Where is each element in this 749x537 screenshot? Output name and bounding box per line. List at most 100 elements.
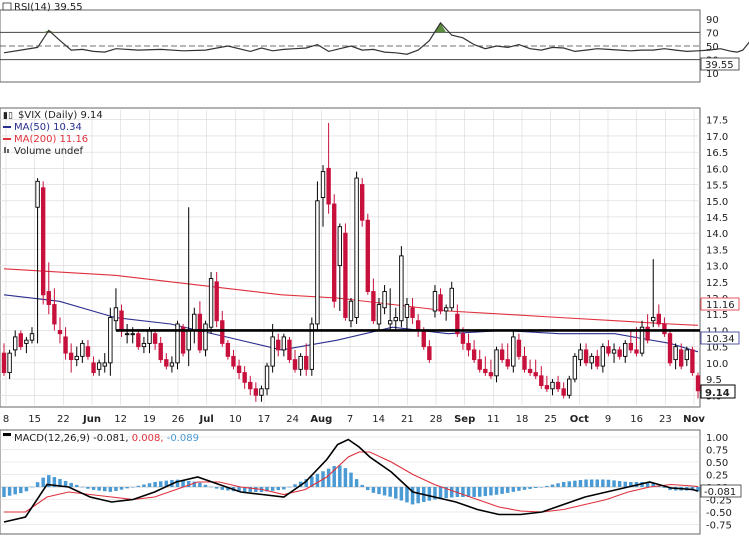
price-panel: 17.5 17.0 16.5 16.0 15.5 15.0 14.5 14.0 13.5 13.0… xyxy=(0,107,740,425)
candle-up xyxy=(102,362,107,367)
macd-hist-bar xyxy=(75,484,79,487)
price-x-tick: Jun xyxy=(82,414,101,425)
macd-hist-bar xyxy=(265,487,269,492)
candle-up xyxy=(7,352,12,374)
candle-up xyxy=(393,317,398,322)
macd-hist-bar xyxy=(91,487,96,490)
macd-hist-bar xyxy=(181,480,185,487)
candle-down xyxy=(253,388,259,396)
price-y-tick: 13.5 xyxy=(706,245,728,256)
price-x-tick: 11 xyxy=(487,414,500,425)
rsi-last-value: 39.55 xyxy=(705,60,734,71)
macd-hist-bar xyxy=(52,477,57,487)
macd-hist-bar xyxy=(130,487,135,488)
candle-up xyxy=(550,381,555,390)
price-x-axis: 8 15 22 Jun 12 19 26 Jul 10 17 24 Aug 7 14 21 28 Sep 11 18… xyxy=(3,414,706,425)
candle-up xyxy=(108,317,113,364)
candle-down xyxy=(488,372,494,377)
macd-hist-bar xyxy=(41,477,45,487)
price-x-tick: Jul xyxy=(199,414,214,425)
candle-down xyxy=(332,203,337,302)
price-x-tick: 18 xyxy=(516,414,529,425)
macd-hist-bar xyxy=(270,487,275,491)
macd-hist-bar xyxy=(248,487,252,492)
candle-up xyxy=(169,362,175,367)
macd-hist-bar xyxy=(164,480,169,487)
macd-hist-bar xyxy=(287,486,292,488)
candle-up xyxy=(432,291,438,312)
price-x-tick: 22 xyxy=(57,414,70,425)
macd-hist-bar xyxy=(612,480,616,487)
rsi-line xyxy=(3,21,749,55)
candle-down xyxy=(225,342,231,357)
price-grid xyxy=(0,110,700,405)
candle-up xyxy=(113,307,119,322)
macd-hist-bar xyxy=(450,487,454,498)
candle-down xyxy=(46,291,51,305)
price-x-tick: 24 xyxy=(286,414,299,425)
price-y-tick: 14.0 xyxy=(706,229,728,240)
candle-up xyxy=(589,355,594,364)
candle-up xyxy=(382,291,387,309)
macd-y-tick: 0.50 xyxy=(706,458,728,469)
candle-down xyxy=(292,359,298,370)
candle-up xyxy=(673,346,678,361)
candle-up xyxy=(404,304,410,318)
rsi-reference-lines xyxy=(0,31,700,61)
macd-hist-bar xyxy=(477,487,482,497)
macd-hist-bar xyxy=(226,487,230,491)
macd-hist-bar xyxy=(617,481,622,487)
macd-line xyxy=(3,438,699,523)
candle-down xyxy=(477,359,482,370)
macd-hist-bar xyxy=(108,487,113,492)
candle-down xyxy=(57,329,63,335)
price-x-tick: 10 xyxy=(229,414,242,425)
macd-hist-bar xyxy=(24,487,29,492)
candle-up xyxy=(281,336,287,351)
price-x-tick: Aug xyxy=(310,414,332,425)
ma200-value-badge: 11.16 xyxy=(700,297,740,311)
candle-down xyxy=(214,281,219,322)
price-y-tick: 16.5 xyxy=(706,148,728,159)
macd-hist-bar xyxy=(203,484,208,487)
macd-y-tick: -0.75 xyxy=(706,521,732,532)
volume-legend: Volume undef xyxy=(14,146,84,157)
macd-hist-bar xyxy=(282,487,286,490)
macd-hist-bar xyxy=(472,487,476,497)
rsi-last-value-badge: 39.55 xyxy=(700,57,740,71)
price-x-tick: 17 xyxy=(258,414,271,425)
candle-up xyxy=(141,342,147,348)
macd-hist-bar xyxy=(58,479,62,487)
candle-up xyxy=(208,278,214,328)
macd-hist-bar xyxy=(545,485,549,487)
rsi-y-tick: 90 xyxy=(706,15,719,26)
candle-down xyxy=(427,346,432,361)
macd-legend-signal: 0.008, xyxy=(129,433,164,444)
macd-y-tick: -0.25 xyxy=(706,496,732,507)
macd-hist-bar xyxy=(533,487,538,489)
candle-down xyxy=(248,381,253,390)
candle-down xyxy=(466,342,471,351)
candle-down xyxy=(85,346,91,357)
price-x-tick: 7 xyxy=(347,414,353,425)
price-x-tick: 15 xyxy=(28,414,41,425)
candle-down xyxy=(645,326,650,341)
macd-hist-bar xyxy=(595,479,599,487)
price-y-tick: 10.5 xyxy=(706,343,728,354)
macd-hist-bar xyxy=(444,487,448,499)
macd-hist-bar xyxy=(578,480,583,487)
candle-down xyxy=(197,313,203,351)
candle-up xyxy=(13,336,18,351)
candle-up xyxy=(130,333,135,336)
candle-down xyxy=(460,333,466,344)
macd-hist-bar xyxy=(416,487,420,504)
price-y-tick: 16.0 xyxy=(706,164,728,175)
price-x-tick: 8 xyxy=(3,414,9,425)
macd-hist-bar xyxy=(214,487,219,489)
ma200-value-label: 11.16 xyxy=(706,300,735,311)
macd-hist-bar xyxy=(125,487,129,489)
candle-down xyxy=(471,349,477,361)
macd-hist-bar xyxy=(528,487,532,489)
candle-down xyxy=(583,349,589,364)
macd-hist-bar xyxy=(377,487,381,495)
